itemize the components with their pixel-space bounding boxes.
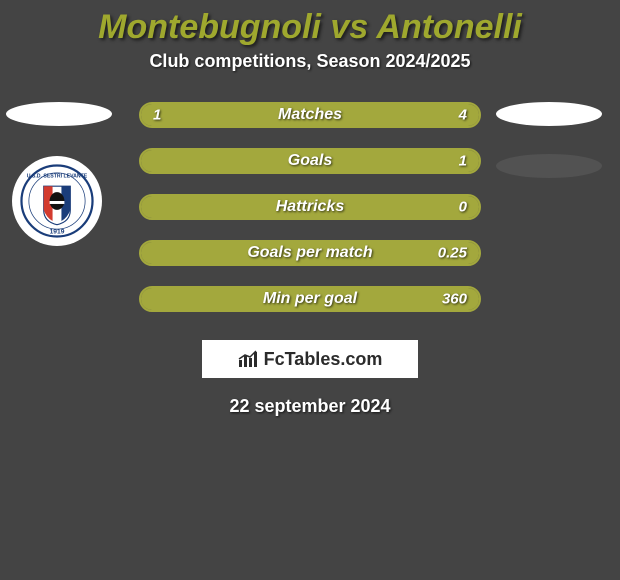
bar-label: Hattricks bbox=[141, 198, 479, 216]
left-player-name-ellipse bbox=[6, 102, 112, 126]
right-player-name-ellipse bbox=[496, 102, 602, 126]
stat-bar: Hattricks0 bbox=[139, 194, 481, 220]
bar-value-left: 1 bbox=[153, 107, 161, 124]
stat-bar: Goals per match0.25 bbox=[139, 240, 481, 266]
right-club-ellipse bbox=[496, 154, 602, 178]
bar-label: Goals per match bbox=[141, 244, 479, 262]
club-crest-icon: U.S.D. SESTRI LEVANTE 1919 bbox=[20, 164, 94, 238]
stat-bars: Matches14Goals1Hattricks0Goals per match… bbox=[139, 102, 481, 312]
left-player-column: U.S.D. SESTRI LEVANTE 1919 bbox=[6, 102, 112, 246]
bar-label: Min per goal bbox=[141, 290, 479, 308]
bar-value-right: 0.25 bbox=[438, 245, 467, 262]
svg-text:U.S.D. SESTRI LEVANTE: U.S.D. SESTRI LEVANTE bbox=[27, 173, 88, 179]
bar-value-right: 0 bbox=[459, 199, 467, 216]
svg-text:1919: 1919 bbox=[50, 229, 65, 236]
bar-value-right: 1 bbox=[459, 153, 467, 170]
footer-brand-box: FcTables.com bbox=[202, 340, 418, 378]
date-text: 22 september 2024 bbox=[0, 396, 620, 417]
bar-value-right: 360 bbox=[442, 291, 467, 308]
footer-brand-text: FcTables.com bbox=[264, 349, 383, 370]
stat-bar: Matches1 4 bbox=[139, 102, 481, 128]
page-title: Montebugnoli vs Antonelli bbox=[0, 0, 620, 51]
stat-bar: Min per goal360 bbox=[139, 286, 481, 312]
comparison-panel: U.S.D. SESTRI LEVANTE 1919 Matches14Goal… bbox=[0, 102, 620, 417]
stat-bar: Goals1 bbox=[139, 148, 481, 174]
bar-chart-icon bbox=[238, 350, 260, 368]
bar-value-right: 4 bbox=[459, 107, 467, 124]
right-player-column bbox=[496, 102, 602, 178]
left-club-badge: U.S.D. SESTRI LEVANTE 1919 bbox=[12, 156, 102, 246]
subtitle: Club competitions, Season 2024/2025 bbox=[0, 51, 620, 102]
bar-label: Matches bbox=[141, 106, 479, 124]
bar-label: Goals bbox=[141, 152, 479, 170]
